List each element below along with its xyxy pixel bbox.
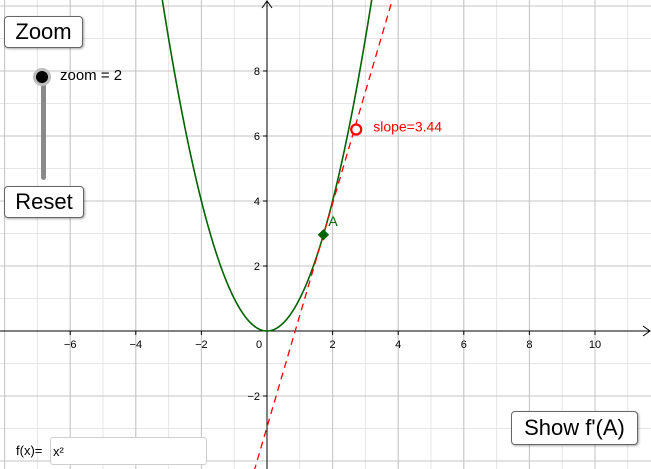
tangent-line[interactable] <box>251 0 399 469</box>
input-label: f(x)= <box>16 443 43 458</box>
x-axis-arrow <box>642 325 651 337</box>
show-derivative-button[interactable]: Show f'(A) <box>511 411 638 445</box>
x-tick-label: 2 <box>330 339 336 351</box>
zoom-button[interactable]: Zoom <box>4 16 83 48</box>
x-tick-label: 8 <box>526 339 532 351</box>
y-tick-label: 6 <box>254 131 260 143</box>
slope-point[interactable] <box>350 123 363 136</box>
y-tick-label: 8 <box>254 66 260 78</box>
y-axis-arrow <box>261 0 273 9</box>
point-a-label: A <box>328 213 338 229</box>
slope-label: slope=3.44 <box>373 119 442 135</box>
function-input[interactable] <box>50 437 207 465</box>
y-tick-label: 2 <box>254 261 260 273</box>
x-tick-label: −6 <box>64 339 77 351</box>
point-a[interactable] <box>317 229 330 241</box>
x-tick-label: 0 <box>256 339 262 351</box>
x-tick-label: 10 <box>589 339 601 351</box>
tick-labels: −6 −4 −2 0 2 4 6 8 10 −2 2 4 6 8 <box>64 66 601 403</box>
x-tick-label: −2 <box>195 339 208 351</box>
zoom-slider-label: zoom = 2 <box>60 67 123 84</box>
zoom-slider-knob[interactable] <box>33 68 51 86</box>
y-tick-label: 4 <box>254 196 260 208</box>
zoom-slider-track[interactable] <box>41 78 46 180</box>
x-tick-label: 4 <box>395 339 401 351</box>
reset-button[interactable]: Reset <box>4 186 84 218</box>
x-tick-label: −4 <box>130 339 143 351</box>
y-tick-label: −2 <box>247 391 260 403</box>
function-curve[interactable] <box>152 0 381 332</box>
x-tick-label: 6 <box>461 339 467 351</box>
